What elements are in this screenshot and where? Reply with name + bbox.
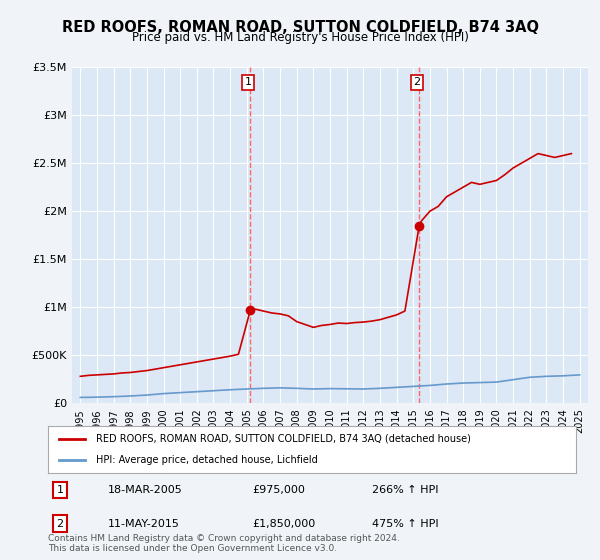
Text: £1,850,000: £1,850,000 xyxy=(252,519,315,529)
Text: RED ROOFS, ROMAN ROAD, SUTTON COLDFIELD, B74 3AQ: RED ROOFS, ROMAN ROAD, SUTTON COLDFIELD,… xyxy=(62,20,539,35)
Text: £975,000: £975,000 xyxy=(252,485,305,495)
Text: Price paid vs. HM Land Registry's House Price Index (HPI): Price paid vs. HM Land Registry's House … xyxy=(131,31,469,44)
Text: Contains HM Land Registry data © Crown copyright and database right 2024.
This d: Contains HM Land Registry data © Crown c… xyxy=(48,534,400,553)
Text: 2: 2 xyxy=(413,77,420,87)
Text: RED ROOFS, ROMAN ROAD, SUTTON COLDFIELD, B74 3AQ (detached house): RED ROOFS, ROMAN ROAD, SUTTON COLDFIELD,… xyxy=(95,434,470,444)
Text: 475% ↑ HPI: 475% ↑ HPI xyxy=(372,519,439,529)
Text: 11-MAY-2015: 11-MAY-2015 xyxy=(108,519,180,529)
Text: 1: 1 xyxy=(244,77,251,87)
Text: 1: 1 xyxy=(56,485,64,495)
Text: HPI: Average price, detached house, Lichfield: HPI: Average price, detached house, Lich… xyxy=(95,455,317,465)
Text: 2: 2 xyxy=(56,519,64,529)
Text: 18-MAR-2005: 18-MAR-2005 xyxy=(108,485,183,495)
Text: 266% ↑ HPI: 266% ↑ HPI xyxy=(372,485,439,495)
